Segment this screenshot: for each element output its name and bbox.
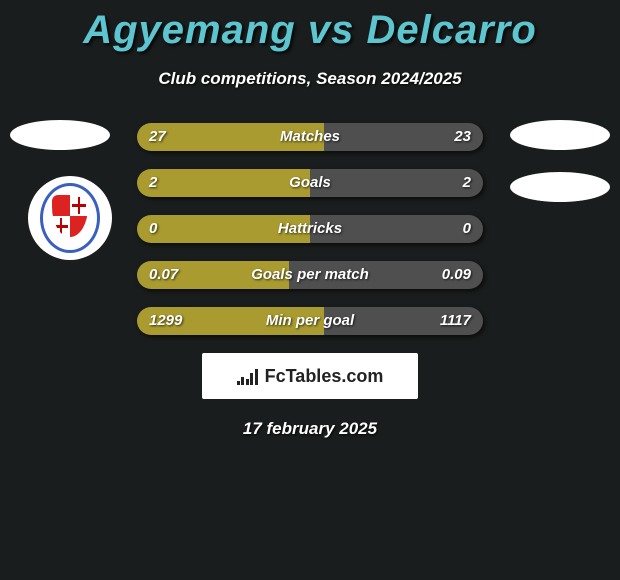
stat-label: Min per goal	[137, 307, 483, 335]
page-title: Agyemang vs Delcarro	[0, 0, 620, 53]
stats-table: 2723Matches 22Goals 00Hattricks 0.070.09Goa…	[137, 123, 483, 335]
stat-row: 22Goals	[137, 169, 483, 197]
stat-label: Matches	[137, 123, 483, 151]
stat-row: 0.070.09Goals per match	[137, 261, 483, 289]
brand-watermark: FcTables.com	[202, 353, 418, 399]
player2-badge-placeholder-2	[510, 172, 610, 202]
stat-row: 12991117Min per goal	[137, 307, 483, 335]
player1-club-crest	[28, 176, 112, 260]
stat-label: Goals per match	[137, 261, 483, 289]
stat-label: Hattricks	[137, 215, 483, 243]
comparison-date: 17 february 2025	[0, 419, 620, 439]
stat-label: Goals	[137, 169, 483, 197]
stat-row: 2723Matches	[137, 123, 483, 151]
brand-chart-icon	[237, 367, 259, 385]
player1-badge-placeholder	[10, 120, 110, 150]
player2-badge-placeholder-1	[510, 120, 610, 150]
stat-row: 00Hattricks	[137, 215, 483, 243]
subtitle: Club competitions, Season 2024/2025	[0, 69, 620, 89]
brand-text: FcTables.com	[265, 366, 384, 387]
